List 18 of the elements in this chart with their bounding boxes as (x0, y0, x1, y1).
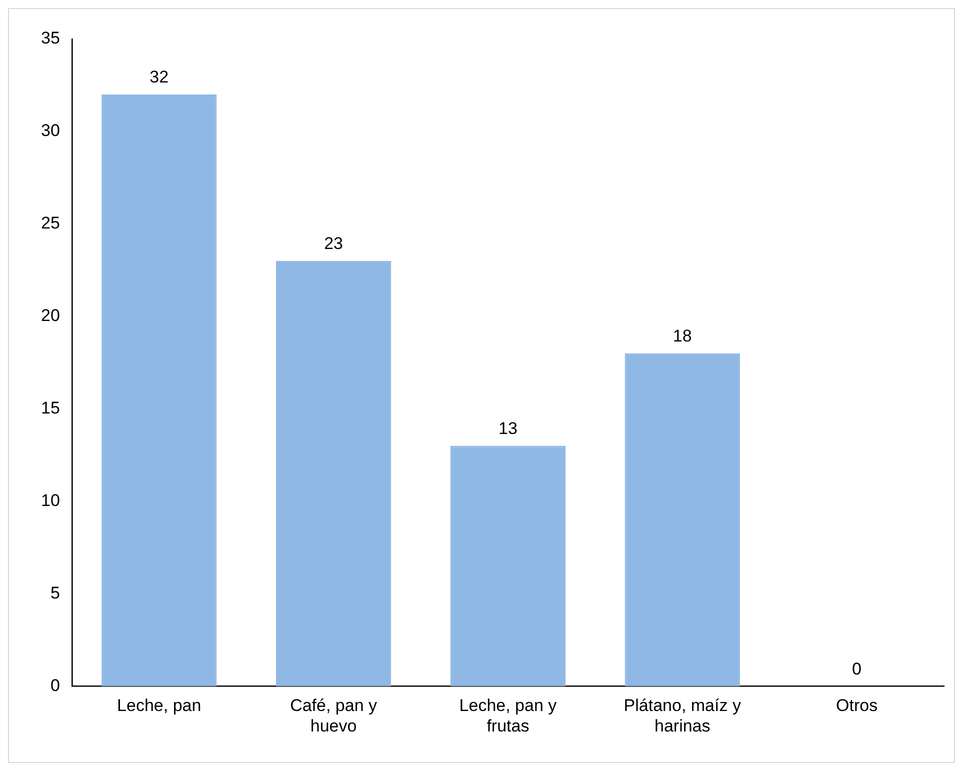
y-tick-label: 25 (40, 214, 60, 233)
y-tick-label: 35 (40, 28, 60, 48)
data-label: 0 (852, 659, 862, 678)
y-tick-label: 15 (40, 398, 60, 418)
x-tick-label: Café, pan y huevo (290, 696, 378, 736)
x-tick-label: Otros (836, 696, 878, 716)
y-tick-label: 10 (40, 490, 60, 510)
y-tick-label: 5 (50, 583, 60, 602)
data-label: 32 (150, 68, 169, 87)
data-label: 13 (498, 419, 518, 438)
data-label: 23 (324, 234, 343, 254)
x-tick-label: Leche, pan y frutas (459, 696, 558, 736)
x-tick-label: Leche, pan (117, 696, 202, 716)
y-tick-label: 30 (40, 121, 60, 140)
x-tick-label: Plátano, maíz y harinas (624, 696, 742, 736)
data-label: 18 (672, 326, 692, 346)
y-tick-label: 0 (50, 676, 60, 695)
y-tick-label: 20 (40, 306, 60, 326)
